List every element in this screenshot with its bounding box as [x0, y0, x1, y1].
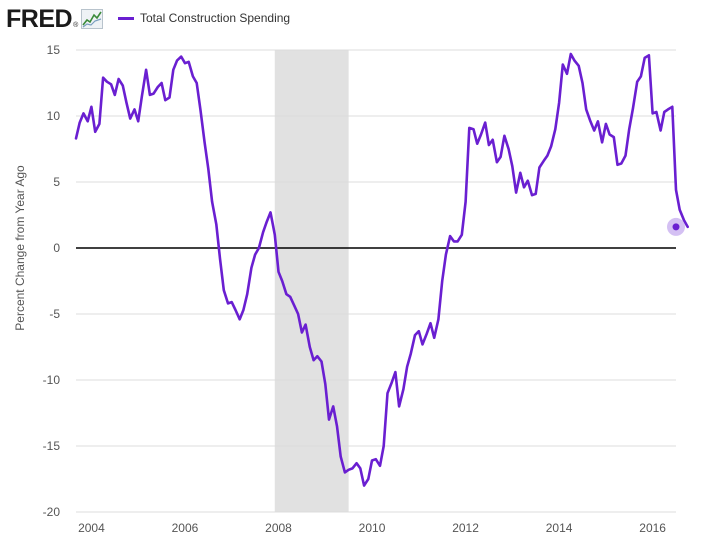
x-tick-label: 2014: [546, 521, 573, 535]
y-tick-label: -20: [43, 505, 61, 519]
fred-logo-text: FRED: [6, 5, 73, 33]
y-axis-label: Percent Change from Year Ago: [13, 165, 27, 331]
recession-band-0: [274, 50, 349, 512]
x-tick-label: 2008: [265, 521, 292, 535]
legend-swatch: [118, 16, 134, 20]
y-tick-label: 10: [47, 109, 61, 123]
y-tick-label: 0: [53, 241, 60, 255]
chart-line-icon: [81, 9, 104, 29]
legend[interactable]: Total Construction Spending: [118, 11, 290, 25]
x-tick-label: 2016: [639, 521, 666, 535]
x-tick-label: 2004: [78, 521, 105, 535]
series-group: [74, 52, 689, 487]
x-tick-label: 2010: [359, 521, 386, 535]
gridlines: [76, 49, 676, 513]
recession-shading-group: [274, 50, 349, 512]
y-tick-label: -10: [43, 373, 61, 387]
y-tick-label: -5: [49, 307, 60, 321]
registered-mark: ®: [73, 21, 79, 29]
series-line-total-construction-spending: [74, 52, 689, 487]
last-point-marker-group[interactable]: [667, 217, 685, 236]
last-point-dot: [672, 223, 680, 231]
y-tick-label: -15: [43, 439, 61, 453]
x-tick-label: 2012: [452, 521, 479, 535]
fred-logo[interactable]: FRED ®: [6, 5, 104, 33]
y-tick-label: 5: [53, 175, 60, 189]
y-tick-labels: -20 -15 -10 -5 0 5 10 15: [43, 43, 61, 519]
y-tick-label: 15: [47, 43, 61, 57]
legend-label: Total Construction Spending: [140, 11, 291, 25]
x-tick-labels: 2004 2006 2008 2010 2012 2014 2016: [78, 521, 666, 535]
x-tick-label: 2006: [172, 521, 199, 535]
chart-header: FRED ® Total Construction Spending: [0, 0, 702, 40]
